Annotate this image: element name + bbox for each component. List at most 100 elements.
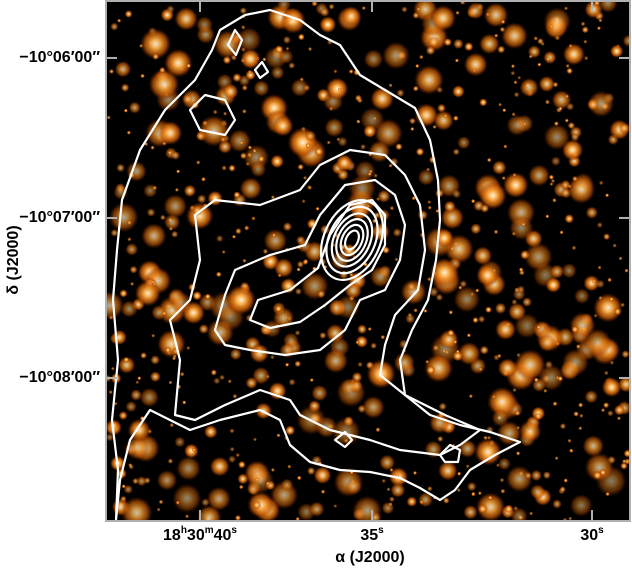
star — [455, 10, 460, 15]
star — [201, 176, 206, 182]
star — [568, 516, 573, 520]
star — [514, 349, 546, 381]
star — [263, 228, 288, 253]
star — [311, 2, 318, 7]
star — [612, 243, 617, 248]
star — [452, 350, 464, 362]
star — [564, 213, 575, 224]
star — [479, 98, 488, 107]
star — [411, 196, 416, 201]
star — [429, 4, 457, 32]
star — [271, 233, 276, 238]
star — [288, 378, 296, 386]
star — [603, 233, 611, 241]
star — [554, 456, 559, 461]
y-tick-label: −10°06′00″ — [19, 49, 100, 66]
star — [197, 505, 222, 520]
star — [285, 46, 290, 51]
star — [167, 458, 174, 464]
tick-label-part: s — [378, 525, 384, 536]
star — [593, 313, 598, 318]
star — [401, 6, 408, 13]
star — [249, 343, 270, 364]
star — [582, 435, 605, 457]
star — [427, 205, 432, 210]
star — [279, 342, 296, 359]
star — [538, 75, 556, 93]
star — [251, 216, 256, 221]
star — [599, 469, 607, 476]
star — [545, 277, 562, 293]
star — [528, 164, 551, 187]
star — [543, 7, 572, 35]
star — [609, 44, 624, 58]
star — [567, 121, 576, 130]
star — [603, 370, 609, 376]
star — [562, 517, 568, 520]
star — [369, 265, 392, 288]
star — [507, 302, 527, 321]
star — [457, 471, 462, 476]
star — [183, 443, 199, 459]
star — [584, 389, 598, 404]
star — [265, 374, 270, 379]
star — [517, 75, 522, 80]
star — [552, 401, 558, 407]
star — [274, 45, 284, 54]
star — [513, 91, 520, 98]
star — [213, 377, 221, 385]
star — [123, 484, 133, 495]
star — [228, 164, 236, 172]
star — [372, 116, 377, 121]
star — [282, 35, 291, 44]
star — [443, 497, 450, 504]
star — [303, 258, 309, 265]
star — [444, 349, 449, 355]
star — [409, 117, 416, 125]
star — [563, 478, 569, 483]
star — [255, 477, 260, 482]
star — [232, 73, 242, 83]
star — [524, 242, 553, 272]
star — [272, 115, 294, 137]
star — [111, 329, 128, 346]
star — [466, 333, 471, 338]
star — [276, 433, 281, 438]
star — [537, 37, 544, 45]
star — [542, 471, 551, 480]
star — [120, 496, 153, 520]
star — [564, 6, 569, 11]
star — [239, 7, 247, 15]
star — [157, 329, 186, 359]
star — [510, 64, 515, 69]
star — [559, 423, 567, 430]
star — [247, 145, 252, 150]
star — [512, 172, 517, 178]
star — [296, 260, 305, 268]
star — [492, 160, 507, 175]
star — [195, 16, 214, 34]
star — [108, 390, 113, 395]
star — [196, 160, 201, 165]
star — [123, 356, 130, 363]
star — [296, 475, 302, 481]
star — [471, 491, 476, 496]
star — [114, 60, 132, 78]
star — [543, 50, 557, 65]
star — [276, 2, 292, 12]
star — [229, 428, 235, 434]
star — [552, 197, 557, 203]
star — [455, 349, 460, 354]
contour-2 — [168, 148, 482, 457]
star — [337, 168, 349, 181]
star — [156, 507, 161, 512]
star — [598, 295, 603, 301]
star — [141, 223, 167, 249]
star — [389, 157, 399, 167]
star — [474, 438, 502, 466]
star — [452, 38, 464, 50]
star — [607, 277, 612, 283]
star — [110, 366, 115, 371]
star — [492, 268, 497, 273]
star — [324, 117, 345, 138]
